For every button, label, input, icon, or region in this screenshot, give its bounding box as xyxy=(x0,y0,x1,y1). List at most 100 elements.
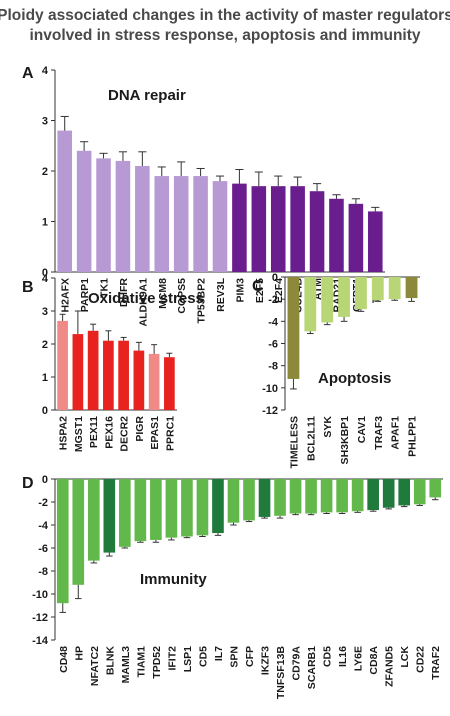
category-label: ALDH9A1 xyxy=(137,278,149,327)
category-label: IFIT2 xyxy=(166,646,178,671)
category-label: BLNK xyxy=(104,646,116,676)
bar-cd5 xyxy=(196,479,209,536)
bar-tiam1 xyxy=(134,479,147,542)
bar-spn xyxy=(227,479,240,523)
category-label: SPN xyxy=(228,646,240,668)
bar-nfatc2 xyxy=(87,479,100,561)
bar-hspa2 xyxy=(57,320,68,410)
bar-traf3 xyxy=(371,277,384,301)
y-tick-label: 0 xyxy=(42,474,48,486)
panel-title: DNA repair xyxy=(108,87,186,104)
category-label: PIGR xyxy=(134,416,146,442)
category-label: PARP1 xyxy=(79,278,91,312)
y-tick-label: 0 xyxy=(42,405,48,417)
category-label: E2F4 xyxy=(273,278,285,303)
bar-tpd52 xyxy=(150,479,162,540)
y-tick-label: -8 xyxy=(268,361,278,373)
category-label: H2AFX xyxy=(60,278,72,312)
bar-pim3 xyxy=(232,183,247,272)
bar-ifit2 xyxy=(165,479,178,538)
bar-e2f5 xyxy=(251,186,267,272)
y-tick-label: -10 xyxy=(262,383,278,395)
panel-label: D xyxy=(22,475,34,492)
bar-cfp xyxy=(243,479,255,521)
y-tick-label: -2 xyxy=(268,294,278,306)
category-label: SCARB1 xyxy=(306,646,318,689)
bar-parp1 xyxy=(76,150,92,272)
y-tick-label: -10 xyxy=(32,589,48,601)
category-label: TRAF2 xyxy=(430,646,442,680)
category-label: CD79A xyxy=(291,646,303,681)
panel-c-apoptosis: C 0 -2 -4 -6 -8 -10 -12 TIMELESS BCL2L11 SYK SH3KBP… xyxy=(252,272,420,469)
y-tick-label: -2 xyxy=(38,497,48,509)
bar-tp53 xyxy=(368,211,383,272)
bar-e2f4 xyxy=(270,186,286,272)
panel-label: C xyxy=(252,278,264,295)
y-tick-label: -12 xyxy=(32,612,48,624)
panel-d-immunity: D 0 -2 -4 -6 -8 -10 -12 -14 CD48 HP NFATC2 BLNK MAML3… xyxy=(22,474,443,699)
bar-timeless xyxy=(287,277,300,379)
category-label: HP xyxy=(73,646,85,661)
figure-title-line1: Ploidy associated changes in the activit… xyxy=(0,7,450,24)
y-tick-label: -6 xyxy=(268,339,278,351)
bar-pprc1 xyxy=(164,357,175,410)
category-label: BCL2L11 xyxy=(305,416,317,461)
bar-cd5 xyxy=(320,479,333,513)
panel-label: A xyxy=(22,65,34,82)
panel-title: Oxidative stress xyxy=(88,290,204,307)
y-tick-label: 0 xyxy=(272,272,278,284)
category-label: COPS5 xyxy=(176,278,188,314)
y-tick-label: 4 xyxy=(42,65,49,77)
bar-traf2 xyxy=(429,479,442,498)
bar-cul4b xyxy=(290,186,305,272)
y-tick-label: -14 xyxy=(32,635,49,647)
bar-epas1 xyxy=(148,353,160,410)
category-label: REV3L xyxy=(215,277,227,311)
category-label: TNFSF13B xyxy=(275,646,287,700)
y-tick-label: 1 xyxy=(42,217,48,229)
bar-mgst1 xyxy=(72,334,84,410)
category-label: SH3KBP1 xyxy=(339,416,351,465)
bar-pex11 xyxy=(87,330,99,410)
category-label: IL16 xyxy=(337,646,349,667)
bar-rev3l xyxy=(212,181,228,272)
bar-ly6e xyxy=(351,479,364,512)
y-tick-label: -12 xyxy=(262,405,278,417)
bar-mcm8 xyxy=(154,176,170,272)
bar-h2afx xyxy=(57,130,72,272)
category-label: DHFR xyxy=(118,278,130,308)
bar-cd48 xyxy=(56,479,69,604)
y-tick-label: 3 xyxy=(42,116,48,128)
bar-aldh9a1 xyxy=(135,165,150,272)
bar-atm xyxy=(309,191,325,272)
bar-tnfsf13b xyxy=(274,479,286,516)
bar-lsp1 xyxy=(181,479,193,537)
category-label: CAV1 xyxy=(356,416,368,443)
bar-gfpt1 xyxy=(348,203,364,272)
bar-tp53bp2 xyxy=(193,176,208,272)
bar-scarb1 xyxy=(305,479,317,514)
category-label: MAML3 xyxy=(120,646,132,683)
category-label: DECR2 xyxy=(119,416,131,452)
bar-il16 xyxy=(336,479,348,513)
panel-title: Apoptosis xyxy=(318,370,391,387)
category-label: TK1 xyxy=(99,278,111,298)
bar-bcl2l11 xyxy=(304,277,317,332)
category-label: EPAS1 xyxy=(149,416,161,450)
y-tick-label: -4 xyxy=(38,520,49,532)
bar-maml3 xyxy=(119,479,131,547)
category-label: LCK xyxy=(399,646,411,668)
bar-il7 xyxy=(212,479,224,534)
y-tick-label: 3 xyxy=(42,306,48,318)
category-label: HSPA2 xyxy=(58,416,70,450)
bar-syk xyxy=(321,277,334,323)
bar-zfand5 xyxy=(382,479,395,508)
bar-decr2 xyxy=(118,340,129,410)
category-label: CD8A xyxy=(368,646,380,675)
category-label: IL7 xyxy=(213,646,225,661)
bar-cd79a xyxy=(289,479,302,514)
bar-cd8a xyxy=(367,479,379,511)
bar-ikzf3 xyxy=(258,479,271,517)
category-label: TRAF3 xyxy=(373,416,385,450)
